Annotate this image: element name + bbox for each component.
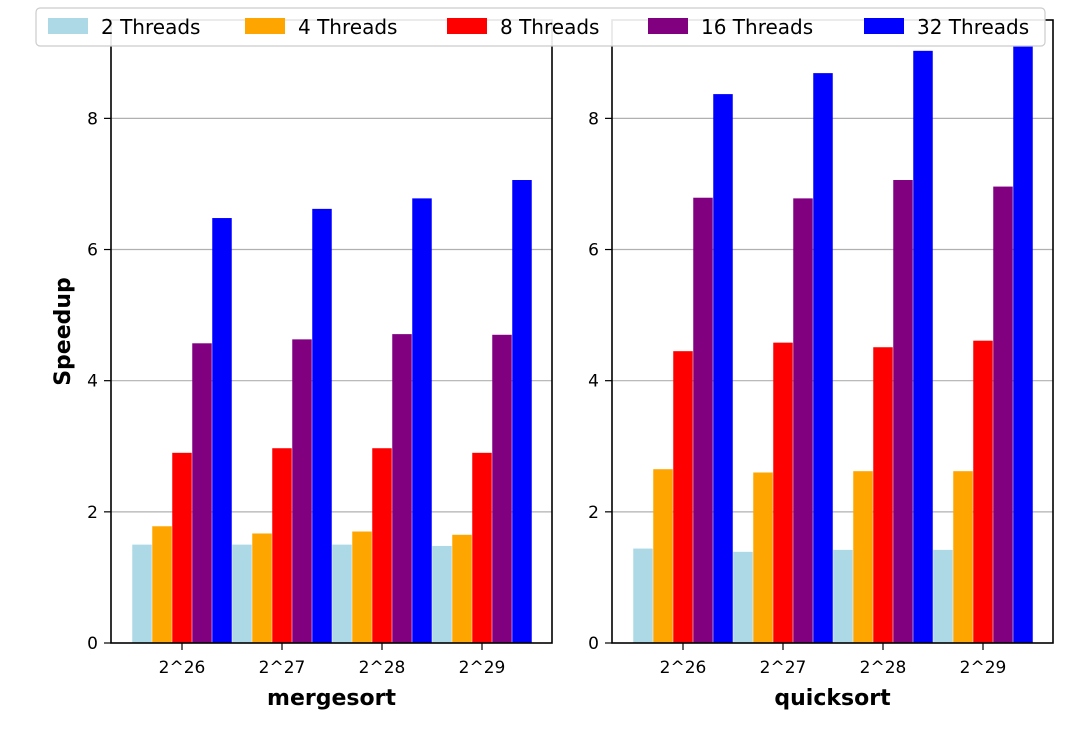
bar-32-threads [512,180,532,643]
x-tick-label: 2^26 [660,658,707,678]
y-tick-label: 2 [87,503,98,523]
x-tick-label: 2^26 [159,658,206,678]
bar-4-threads [753,472,773,643]
bar-4-threads [953,471,973,643]
y-tick-label: 8 [87,109,98,129]
y-tick-label: 0 [87,634,98,654]
bar-4-threads [452,534,472,643]
bar-16-threads [693,197,713,644]
legend-swatch [648,18,688,34]
legend-label: 4 Threads [298,15,397,39]
x-axis-title: quicksort [774,686,891,711]
bar-16-threads [492,334,512,643]
bar-2-threads [833,549,853,643]
legend-swatch [864,18,904,34]
y-tick-label: 4 [87,372,98,392]
bar-32-threads [913,50,933,644]
legend-swatch [245,18,285,34]
bar-32-threads [412,198,432,643]
legend-label: 8 Threads [500,15,599,39]
y-tick-label: 6 [87,241,98,261]
bar-8-threads [272,448,292,643]
bar-8-threads [172,452,192,643]
bar-16-threads [993,186,1013,643]
x-tick-label: 2^28 [860,658,907,678]
bar-16-threads [793,198,813,643]
y-axis-title: Speedup [51,277,76,386]
legend-label: 2 Threads [101,15,200,39]
x-tick-label: 2^27 [760,658,807,678]
bar-32-threads [713,94,733,644]
bar-8-threads [973,340,993,643]
bar-2-threads [633,548,653,643]
legend-swatch [48,18,88,34]
x-tick-label: 2^29 [459,658,506,678]
y-tick-label: 0 [588,634,599,654]
bar-2-threads [132,544,152,643]
x-tick-label: 2^29 [960,658,1007,678]
x-tick-label: 2^28 [359,658,406,678]
legend-label: 32 Threads [917,15,1029,39]
bar-4-threads [653,469,673,643]
x-tick-label: 2^27 [259,658,306,678]
y-tick-label: 8 [588,109,599,129]
y-tick-label: 6 [588,241,599,261]
bar-8-threads [773,342,793,643]
bar-16-threads [392,334,412,643]
bar-8-threads [472,452,492,643]
bar-16-threads [292,339,312,643]
legend-label: 16 Threads [701,15,813,39]
x-axis-title: mergesort [267,686,396,711]
bar-4-threads [152,526,172,643]
bar-16-threads [192,343,212,643]
bar-32-threads [312,208,332,643]
bar-2-threads [933,549,953,643]
bar-32-threads [1013,46,1033,644]
bar-2-threads [332,544,352,643]
bar-8-threads [372,448,392,643]
bar-8-threads [873,347,893,643]
bar-4-threads [853,471,873,643]
bar-32-threads [813,73,833,643]
y-tick-label: 2 [588,503,599,523]
bar-4-threads [352,531,372,643]
legend-swatch [447,18,487,34]
bar-16-threads [893,180,913,643]
bar-2-threads [232,544,252,643]
bar-4-threads [252,533,272,643]
legend-box [35,7,1046,47]
bar-8-threads [673,351,693,643]
bar-2-threads [733,551,753,643]
bar-2-threads [432,545,452,643]
bar-32-threads [212,218,232,644]
y-tick-label: 4 [588,372,599,392]
